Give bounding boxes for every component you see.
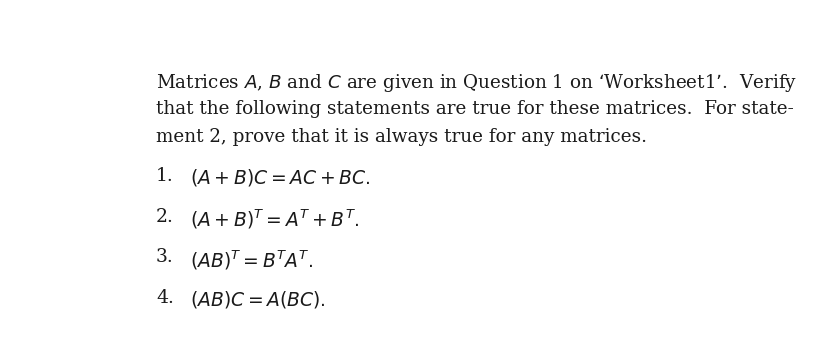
Text: $(AB)^T = B^T A^T.$: $(AB)^T = B^T A^T.$ <box>190 248 313 272</box>
Text: 4.: 4. <box>156 289 174 307</box>
Text: $(A + B)^T = A^T + B^T.$: $(A + B)^T = A^T + B^T.$ <box>190 208 359 231</box>
Text: 2.: 2. <box>156 208 174 226</box>
Text: that the following statements are true for these matrices.  For state-: that the following statements are true f… <box>156 100 793 118</box>
Text: $(A + B)C = AC + BC.$: $(A + B)C = AC + BC.$ <box>190 167 370 188</box>
Text: 3.: 3. <box>156 248 174 266</box>
Text: Matrices $A$, $B$ and $C$ are given in Question 1 on ‘Worksheet1’.  Verify: Matrices $A$, $B$ and $C$ are given in Q… <box>156 72 796 94</box>
Text: $(AB)C = A(BC).$: $(AB)C = A(BC).$ <box>190 289 326 310</box>
Text: ment 2, prove that it is always true for any matrices.: ment 2, prove that it is always true for… <box>156 128 647 146</box>
Text: 1.: 1. <box>156 167 174 185</box>
